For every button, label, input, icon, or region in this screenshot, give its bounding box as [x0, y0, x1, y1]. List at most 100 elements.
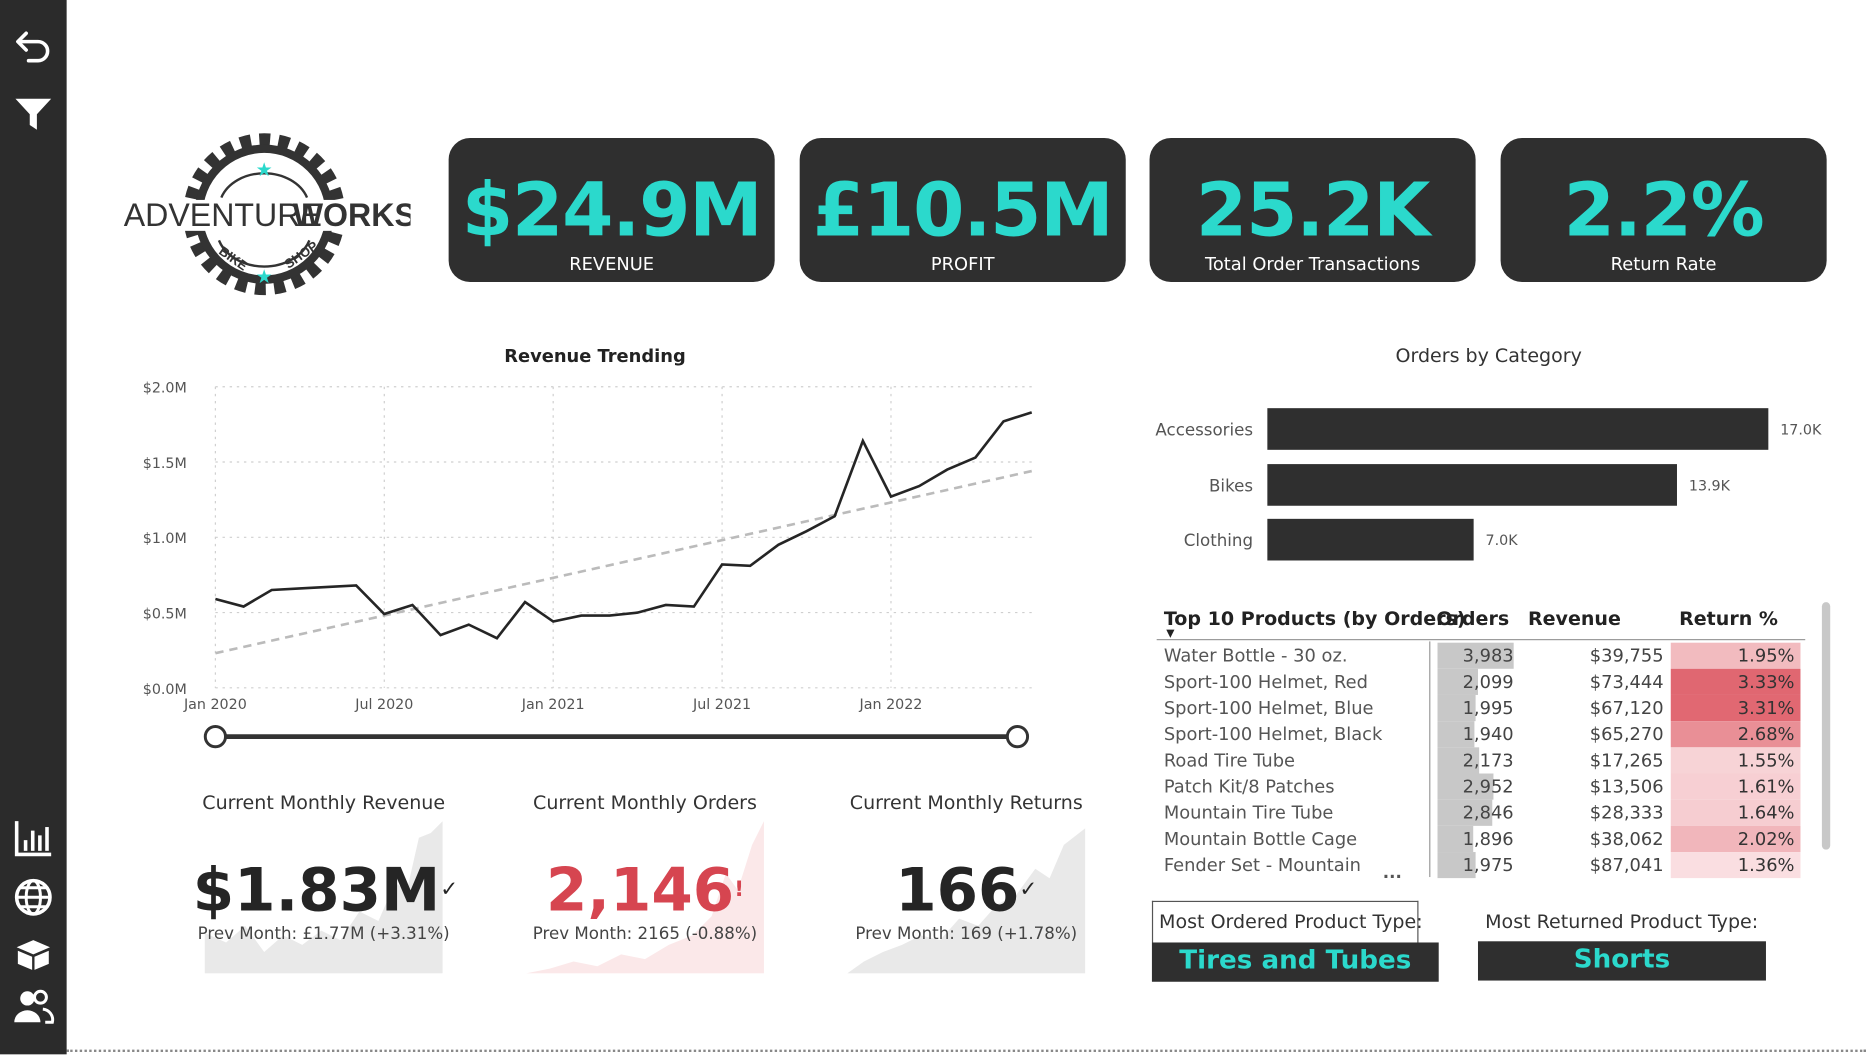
kpi-label: PROFIT: [930, 253, 995, 275]
category-label: Accessories: [1155, 421, 1253, 440]
back-arrow-icon[interactable]: [12, 24, 55, 67]
revenue-value: $67,120: [1589, 697, 1664, 719]
table-row[interactable]: Sport-100 Helmet, Blue 1,995 $67,120 3.31%: [1157, 694, 1806, 722]
category-bar[interactable]: [1267, 408, 1769, 450]
orders-databar: [1437, 825, 1474, 853]
kpi-card-orders: 25.2K Total Order Transactions: [1149, 138, 1476, 283]
revenue-point: [326, 585, 331, 590]
bar-value-label: 17.0K: [1780, 422, 1822, 438]
most-returned-value: Shorts: [1477, 941, 1766, 981]
x-tick-label: Jan 2021: [521, 697, 585, 713]
users-icon[interactable]: [12, 985, 55, 1028]
category-bar[interactable]: [1267, 518, 1474, 561]
y-tick-label: $2.0M: [143, 381, 187, 397]
table-row[interactable]: Patch Kit/8 Patches 2,952 $13,506 1.61%: [1157, 773, 1806, 800]
bar-chart-icon[interactable]: [12, 816, 55, 859]
return-value: 1.36%: [1737, 854, 1795, 876]
orders-value: 1,940: [1462, 723, 1514, 745]
table-row[interactable]: Mountain Bottle Cage 1,896 $38,062 2.02%: [1157, 825, 1806, 853]
value-text: 166: [895, 855, 1020, 925]
return-value: 1.61%: [1737, 775, 1795, 798]
revenue-point: [1029, 410, 1034, 415]
sort-desc-icon[interactable]: ▼: [1166, 628, 1175, 641]
card-title: Current Monthly Revenue: [202, 791, 446, 814]
y-tick-label: $1.5M: [143, 456, 187, 472]
prev-month-text: Prev Month: 169 (+1.78%): [855, 924, 1078, 944]
table-row[interactable]: Sport-100 Helmet, Black 1,940 $65,270 2.68%: [1157, 721, 1806, 748]
revenue-point: [607, 613, 612, 618]
orders-databar: [1437, 668, 1478, 695]
kpi-card-profit: £10.5M PROFIT: [799, 138, 1126, 283]
product-name: Mountain Tire Tube: [1163, 802, 1334, 824]
return-value: 1.64%: [1737, 802, 1795, 824]
revenue-point: [720, 562, 725, 567]
product-name: Sport-100 Helmet, Black: [1163, 723, 1383, 745]
revenue-point: [860, 439, 865, 444]
return-value: 1.95%: [1737, 644, 1795, 667]
revenue-point: [269, 588, 274, 593]
revenue-point: [804, 529, 809, 534]
revenue-point: [438, 633, 443, 638]
x-tick-label: Jul 2021: [692, 697, 751, 713]
category-label: Clothing: [1184, 531, 1253, 550]
revenue-series-line: [215, 411, 1033, 640]
box-icon[interactable]: [12, 933, 55, 976]
orders-value: 2,099: [1462, 671, 1514, 693]
orders-value: 3,983: [1462, 644, 1514, 667]
check-icon: ✓: [440, 877, 459, 903]
orders-databar: [1437, 773, 1494, 800]
most-ordered-value: Tires and Tubes: [1151, 942, 1439, 982]
return-heat-cell: [1670, 694, 1801, 722]
table-row[interactable]: Road Tire Tube 2,173 $17,265 1.55%: [1157, 747, 1806, 774]
header-product[interactable]: Top 10 Products (by Orders): [1163, 606, 1466, 630]
revenue-point: [663, 603, 668, 608]
sparkline-bg: [204, 821, 443, 974]
kpi-value: £10.5M: [812, 166, 1114, 254]
filter-icon[interactable]: [12, 93, 55, 136]
table-row[interactable]: Fender Set - Mountain 1,975 $87,041 1.36%: [1157, 852, 1806, 879]
header-divider: [1156, 639, 1806, 641]
slider-handle-start[interactable]: [203, 725, 227, 749]
globe-icon[interactable]: [12, 876, 55, 919]
prev-month-text: Prev Month: £1.77M (+3.31%): [197, 924, 450, 944]
kpi-card-return-rate: 2.2% Return Rate: [1500, 138, 1827, 283]
check-icon: ✓: [1019, 877, 1038, 903]
category-bar[interactable]: [1267, 464, 1677, 506]
revenue-value: $73,444: [1589, 671, 1664, 693]
revenue-point: [692, 604, 697, 609]
return-heat-cell: [1670, 721, 1801, 748]
y-tick-label: $0.0M: [143, 682, 187, 698]
chart-title: Revenue Trending: [504, 346, 685, 367]
header-orders[interactable]: Orders: [1436, 606, 1510, 630]
revenue-point: [917, 484, 922, 489]
card-value: 166✓: [835, 857, 1097, 924]
header-return[interactable]: Return %: [1679, 606, 1778, 630]
orders-value: 2,173: [1462, 749, 1514, 772]
table-row[interactable]: Water Bottle - 30 oz. 3,983 $39,755 1.95%: [1157, 642, 1806, 669]
return-value: 2.68%: [1737, 723, 1795, 745]
kpi-label: REVENUE: [569, 253, 655, 275]
return-value: 1.55%: [1737, 749, 1795, 772]
revenue-value: $38,062: [1589, 828, 1664, 850]
product-name: Water Bottle - 30 oz.: [1163, 644, 1348, 667]
more-options-icon[interactable]: ...: [1382, 863, 1402, 883]
orders-by-category-chart: Orders by Category Accessories 17.0K Bikes…: [1150, 339, 1840, 577]
card-title: Current Monthly Returns: [849, 791, 1083, 814]
table-row[interactable]: Sport-100 Helmet, Red 2,099 $73,444 3.33%: [1157, 668, 1806, 695]
kpi-value: 25.2K: [1195, 166, 1430, 254]
revenue-point: [1001, 419, 1006, 424]
column-divider: [1429, 641, 1431, 878]
return-value: 3.33%: [1737, 671, 1795, 693]
sidebar: [0, 0, 67, 1055]
revenue-point: [551, 619, 556, 624]
header-revenue[interactable]: Revenue: [1527, 606, 1621, 630]
kpi-value: $24.9M: [461, 166, 763, 254]
table-row[interactable]: Mountain Tire Tube 2,846 $28,333 1.64%: [1157, 799, 1806, 826]
card-value: 2,146!: [514, 857, 776, 924]
logo-text-works: WORKS: [293, 197, 411, 233]
slider-handle-end[interactable]: [1005, 725, 1030, 749]
table-scrollbar[interactable]: [1821, 602, 1831, 850]
product-name: Fender Set - Mountain: [1163, 854, 1362, 876]
prev-month-text: Prev Month: 2165 (-0.88%): [532, 924, 758, 944]
y-tick-label: $1.0M: [143, 531, 187, 547]
